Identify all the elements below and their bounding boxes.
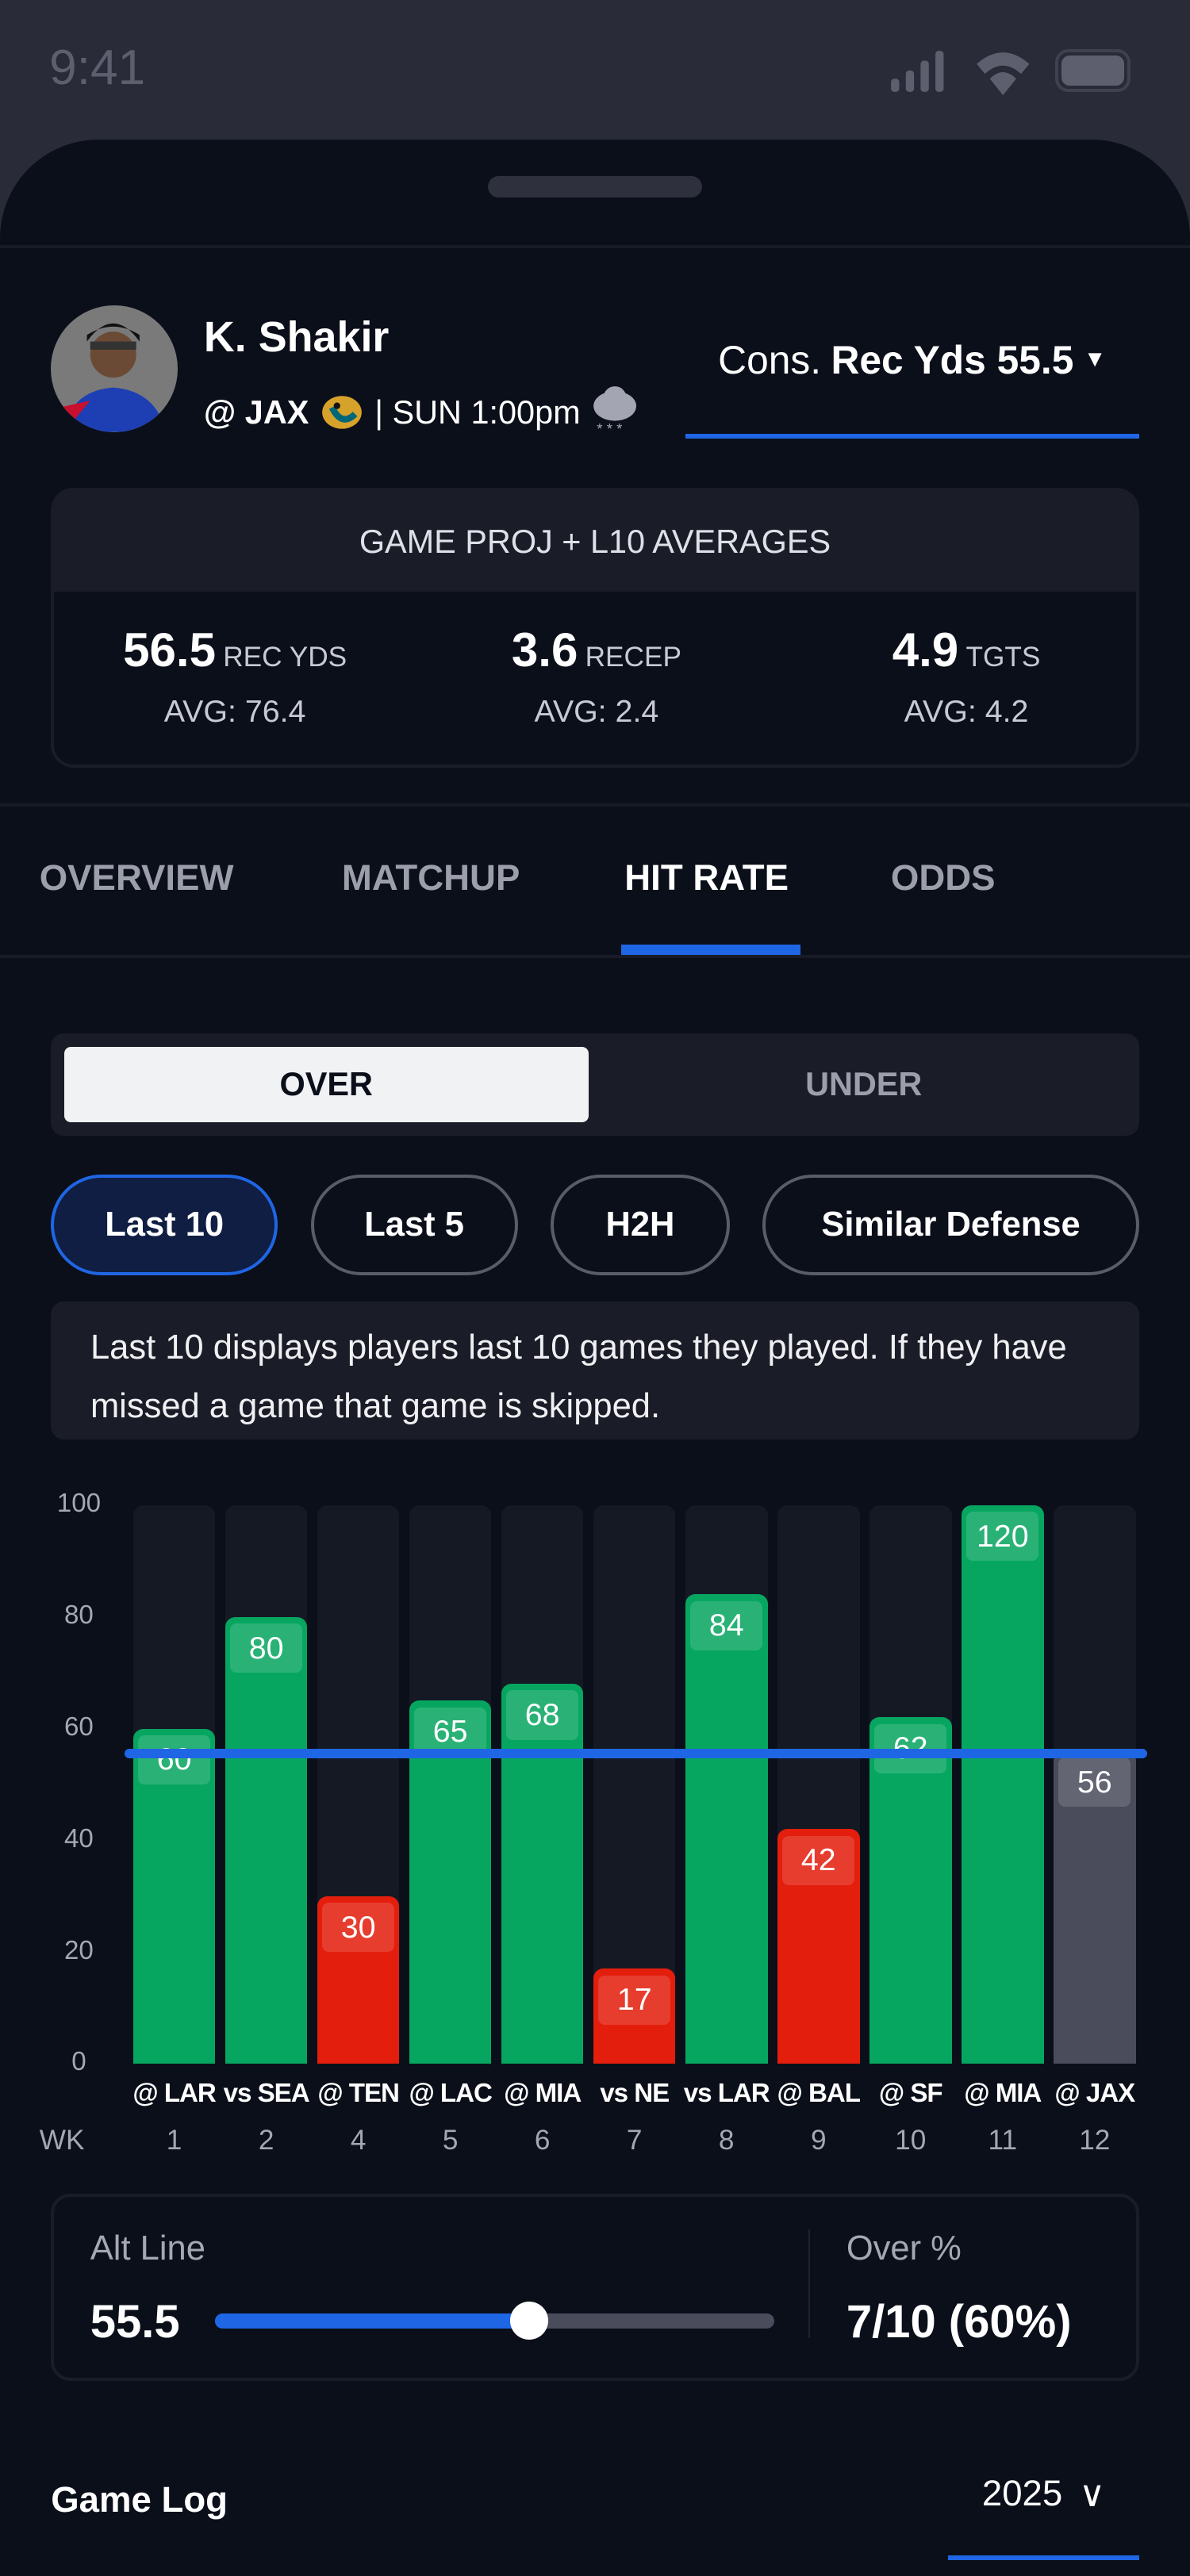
tab-overview[interactable]: OVERVIEW	[39, 857, 234, 899]
stat-tgts: 4.9 TGTS AVG: 4.2	[785, 623, 1136, 730]
status-time: 9:41	[49, 40, 146, 95]
stat-value: 3.6	[511, 623, 578, 677]
stat-avg: AVG: 4.2	[904, 693, 1029, 729]
stat-unit: REC YDS	[223, 642, 347, 673]
game-info: @ JAX | SUN 1:00pm * * *	[204, 385, 639, 440]
jaguars-logo-icon	[321, 396, 362, 429]
projection-card: GAME PROJ + L10 AVERAGES 56.5 REC YDS AVG…	[51, 488, 1139, 768]
stat-value: 4.9	[892, 623, 959, 677]
divider	[808, 2229, 811, 2338]
prop-prefix: Cons.	[718, 337, 822, 382]
tab-odds[interactable]: ODDS	[890, 857, 996, 899]
slider-fill	[215, 2313, 528, 2329]
filter-last-10[interactable]: Last 10	[51, 1175, 278, 1275]
player-name: K. Shakir	[203, 312, 390, 361]
stat-value: 56.5	[123, 623, 216, 677]
signal-icon	[890, 51, 944, 92]
battery-icon	[1055, 49, 1131, 92]
over-percent-value: 7/10 (60%)	[846, 2296, 1072, 2348]
alt-line-label: Alt Line	[90, 2229, 205, 2268]
prop-dropdown[interactable]: Cons. Rec Yds 55.5 ▼	[685, 337, 1139, 439]
alt-line-card: Alt Line 55.5 Over % 7/10 (60%)	[51, 2193, 1139, 2382]
game-log-title: Game Log	[51, 2479, 228, 2520]
slider-thumb[interactable]	[509, 2302, 548, 2340]
stat-unit: RECEP	[585, 642, 681, 673]
divider	[0, 244, 1190, 248]
over-percent-label: Over %	[846, 2229, 962, 2268]
over-button[interactable]: OVER	[63, 1046, 589, 1123]
active-tab-indicator	[621, 945, 800, 955]
svg-text:* * *: * * *	[597, 420, 622, 437]
season-value: 2025	[981, 2473, 1063, 2514]
season-dropdown[interactable]: 2025 ∨	[948, 2473, 1139, 2560]
tab-matchup[interactable]: MATCHUP	[341, 857, 520, 899]
stat-avg: AVG: 2.4	[534, 693, 659, 729]
filter-similar-defense[interactable]: Similar Defense	[762, 1175, 1139, 1275]
opponent: @ JAX	[203, 393, 309, 431]
caret-down-icon: ▼	[1083, 347, 1107, 373]
stat-recep: 3.6 RECEP AVG: 2.4	[416, 623, 777, 730]
player-avatar	[51, 305, 178, 432]
under-button[interactable]: UNDER	[805, 1065, 923, 1103]
chevron-down-icon: ∨	[1078, 2474, 1106, 2515]
wifi-icon	[976, 52, 1029, 96]
alt-line-slider[interactable]	[215, 2302, 774, 2340]
projection-title: GAME PROJ + L10 AVERAGES	[54, 491, 1136, 592]
divider	[0, 954, 1190, 958]
drag-handle[interactable]	[488, 175, 702, 197]
stat-avg: AVG: 76.4	[163, 693, 306, 729]
filter-last-5[interactable]: Last 5	[310, 1175, 518, 1275]
alt-line-value: 55.5	[90, 2296, 180, 2348]
info-text: Last 10 displays players last 10 games t…	[51, 1301, 1139, 1439]
prop-value: Rec Yds 55.5	[831, 337, 1074, 382]
stat-rec-yds: 56.5 REC YDS AVG: 76.4	[54, 623, 416, 730]
tab-hit-rate[interactable]: HIT RATE	[624, 857, 789, 899]
snow-cloud-icon: * * *	[593, 385, 637, 437]
divider	[0, 803, 1190, 807]
stat-unit: TGTS	[965, 642, 1041, 673]
filter-h2h[interactable]: H2H	[551, 1175, 730, 1275]
game-time: | SUN 1:00pm	[374, 393, 581, 431]
